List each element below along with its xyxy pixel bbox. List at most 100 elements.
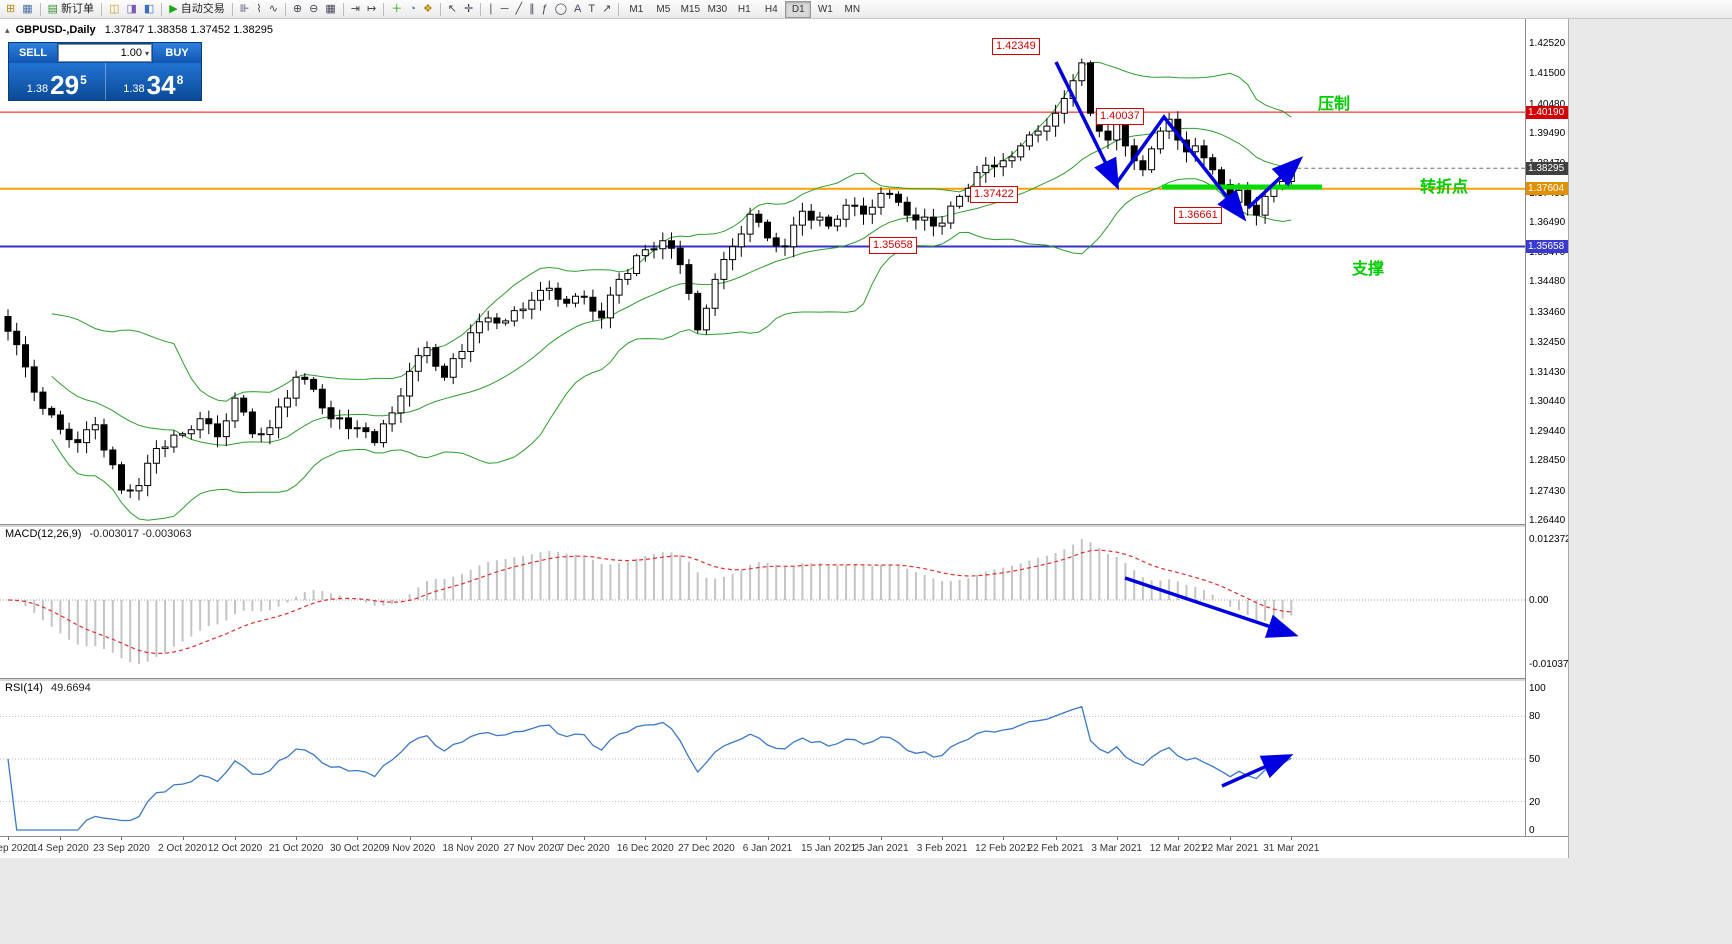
time-axis-label: 12 Feb 2021 — [975, 843, 1032, 854]
fibonacci-button[interactable]: ƒ — [539, 1, 551, 17]
horizontal-line-button[interactable]: ─ — [498, 1, 512, 17]
macd-indicator-chart[interactable] — [0, 526, 1525, 678]
tf-h1[interactable]: H1 — [737, 3, 751, 15]
tf-m15[interactable]: M15 — [680, 3, 701, 15]
toolbar: ⊞ ▦ ▤ 新订单 ◫ ◨ ◧ ▶ 自动交易 ⊪ ⌇ ∿ ⊕ ⊖ ▦ ⇥ ↦ ＋ ◔ ❖ ↖ ✛ ∣ ─ ╱ ∥ ƒ ◯ A T ↗ M1 M5… — [0, 0, 1732, 19]
trend-arrow-3[interactable] — [1246, 156, 1304, 210]
cursor-button[interactable]: ↖ — [445, 1, 460, 17]
auto-scroll-button-icon: ⇥ — [350, 3, 360, 15]
tf-m5[interactable]: M5 — [656, 3, 671, 15]
terminal-icon[interactable]: ◧ — [141, 1, 157, 17]
indicators-button[interactable]: ＋ — [388, 1, 405, 17]
chart-list-button[interactable]: ▦ — [19, 1, 35, 17]
tile-windows-button-icon: ▦ — [325, 3, 336, 15]
time-axis-tick — [1291, 837, 1293, 840]
zoom-in-button-icon: ⊕ — [292, 3, 303, 15]
time-axis-tick — [531, 837, 533, 840]
annotation-label-3: 支撑 — [1352, 261, 1385, 278]
shapes-button[interactable]: ◯ — [552, 1, 570, 17]
templates-button[interactable]: ❖ — [420, 1, 436, 17]
price-callout-1.37422[interactable]: 1.37422 — [970, 186, 1018, 203]
sell-price[interactable]: 1.38 29 5 — [9, 63, 105, 100]
time-axis-label: 12 Oct 2020 — [207, 843, 263, 854]
annotation-label-2: 转折点 — [1420, 179, 1469, 196]
vertical-line-button[interactable]: ∣ — [485, 1, 497, 17]
trend-arrow-2[interactable] — [1114, 114, 1247, 222]
bollinger-lower-band — [51, 178, 1292, 521]
trendline-button[interactable]: ╱ — [512, 1, 525, 17]
navigator-icon[interactable]: ◨ — [123, 1, 139, 17]
time-axis-tick — [1003, 837, 1005, 840]
time-axis-tick — [584, 837, 586, 840]
chart-window: ▴ GBPUSD-,Daily 1.37847 1.38358 1.37452 … — [0, 18, 1569, 858]
line-chart-button[interactable]: ∿ — [266, 1, 281, 17]
price-tag: 1.35658 — [1526, 240, 1568, 254]
arrows-tool-button[interactable]: ↗ — [599, 1, 614, 17]
tf-m30[interactable]: M30 — [707, 3, 728, 15]
macd-trend-arrow[interactable] — [1124, 576, 1299, 638]
toolbar-separator — [161, 2, 163, 16]
fibonacci-button-icon: ƒ — [541, 3, 548, 15]
price-tick-label: 1.42520 — [1529, 38, 1566, 49]
price-callout-1.35658[interactable]: 1.35658 — [869, 237, 917, 254]
rsi-indicator-chart[interactable] — [0, 680, 1525, 836]
tf-mn[interactable]: MN — [844, 3, 861, 15]
macd-pane-divider[interactable] — [0, 524, 1568, 527]
price-callout-1.36661[interactable]: 1.36661 — [1174, 207, 1222, 224]
zoom-out-button-icon: ⊖ — [309, 3, 319, 15]
tf-d1[interactable]: D1 — [785, 0, 812, 18]
buy-price[interactable]: 1.38 34 8 — [106, 63, 202, 100]
collapse-panel-icon[interactable]: ▴ — [5, 25, 10, 35]
tile-windows-button[interactable]: ▦ — [322, 1, 338, 17]
rsi-line — [7, 705, 1292, 831]
trend-arrow-1[interactable] — [1054, 61, 1120, 191]
crosshair-button[interactable]: ✛ — [461, 1, 476, 17]
zoom-in-button[interactable]: ⊕ — [290, 1, 305, 17]
time-axis-tick — [767, 837, 769, 840]
tf-m1[interactable]: M1 — [629, 3, 644, 15]
lot-spinner-icon[interactable]: ▾ — [144, 48, 149, 58]
chart-shift-button[interactable]: ↦ — [364, 1, 379, 17]
indicators-button-icon: ＋ — [391, 3, 403, 15]
annotation-label-1: 压制 — [1318, 96, 1351, 113]
sell-button[interactable]: SELL — [9, 43, 57, 63]
main-price-chart[interactable] — [0, 18, 1525, 524]
new-order-button[interactable]: ▤ 新订单 — [45, 1, 97, 17]
time-axis-tick — [1055, 837, 1057, 840]
channel-button[interactable]: ∥ — [526, 1, 538, 17]
price-callout-1.40037[interactable]: 1.40037 — [1096, 108, 1144, 125]
bar-chart-button[interactable]: ⊪ — [237, 1, 253, 17]
chart-shift-button-icon: ↦ — [366, 3, 377, 15]
rsi-tick-label: 100 — [1529, 683, 1546, 694]
sell-price-prefix: 1.38 — [26, 83, 49, 95]
price-callout-1.42349[interactable]: 1.42349 — [992, 38, 1040, 55]
bar-chart-button-icon: ⊪ — [239, 3, 250, 15]
ohlc-values: 1.37847 1.38358 1.37452 1.38295 — [104, 24, 273, 36]
tf-h4[interactable]: H4 — [764, 3, 778, 15]
text-label-button[interactable]: T — [585, 1, 598, 17]
auto-scroll-button[interactable]: ⇥ — [348, 1, 363, 17]
time-axis-label: 16 Dec 2020 — [616, 843, 674, 854]
toolbar-separator — [101, 2, 103, 16]
autotrading-button[interactable]: ▶ 自动交易 — [166, 1, 227, 17]
zoom-out-button[interactable]: ⊖ — [306, 1, 321, 17]
tf-w1[interactable]: W1 — [817, 3, 833, 15]
time-axis-tick — [1116, 837, 1118, 840]
price-axis[interactable]: 1.425201.415001.404801.394901.384701.374… — [1525, 18, 1568, 836]
time-axis-tick — [8, 837, 9, 840]
rsi-tick-label: 50 — [1529, 754, 1541, 765]
periods-button[interactable]: ◔ — [406, 1, 419, 17]
time-axis-tick — [182, 837, 184, 840]
rsi-pane-divider[interactable] — [0, 678, 1568, 681]
time-axis-tick — [1230, 837, 1232, 840]
market-watch-icon[interactable]: ◫ — [106, 1, 122, 17]
lot-size-input[interactable]: 1.00 ▾ — [58, 44, 152, 62]
bollinger-middle-band — [51, 127, 1292, 446]
buy-button[interactable]: BUY — [153, 43, 201, 63]
text-button[interactable]: A — [571, 1, 584, 17]
new-chart-button[interactable]: ⊞ — [3, 1, 18, 17]
rsi-trend-arrow[interactable] — [1221, 754, 1294, 788]
candlestick-button[interactable]: ⌇ — [253, 1, 264, 17]
time-axis-tick — [234, 837, 236, 840]
